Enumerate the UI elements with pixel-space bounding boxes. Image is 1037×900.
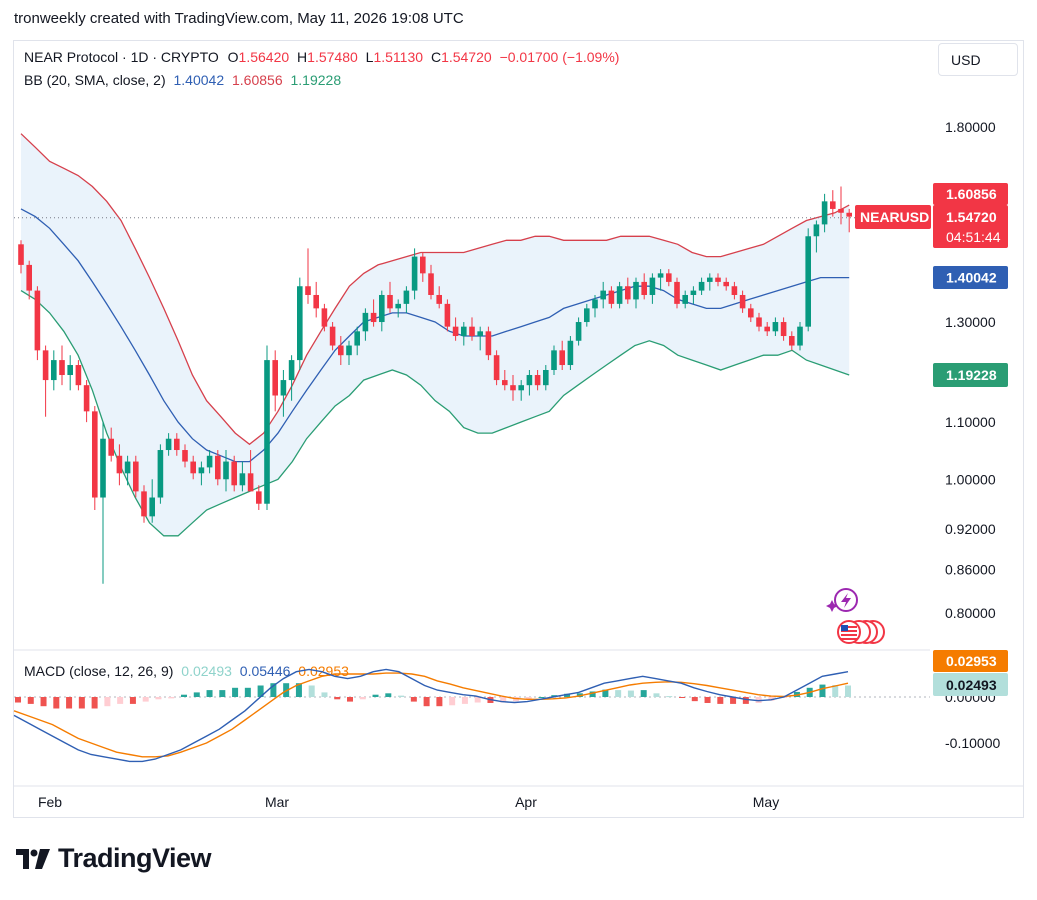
high-value: 1.57480 [307,49,358,65]
chart-frame [13,40,1024,818]
tradingview-logo[interactable]: TradingView [16,843,212,874]
bb-legend: BB (20, SMA, close, 2) 1.40042 1.60856 1… [24,72,341,88]
high-label: H [297,49,308,65]
close-value: 1.54720 [441,49,492,65]
change-value: −0.01700 (−1.09%) [499,49,620,65]
tradingview-logo-icon [16,848,50,869]
macd-signal-value: 0.02953 [298,663,349,679]
low-label: L [365,49,374,65]
price-legend: NEAR Protocol · 1D · CRYPTO O1.56420 H1.… [24,49,619,65]
bb-label[interactable]: BB (20, SMA, close, 2) [24,72,166,88]
bb-upper-value: 1.60856 [232,72,283,88]
macd-line-value: 0.05446 [239,663,291,679]
bb-basis-value: 1.40042 [173,72,225,88]
tradingview-brand: TradingView [58,843,212,873]
currency-label: USD [951,51,981,68]
close-label: C [430,49,442,65]
macd-label[interactable]: MACD (close, 12, 26, 9) [24,663,174,679]
open-label: O [227,49,239,65]
chart-attribution: tronweekly created with TradingView.com,… [14,10,464,27]
open-value: 1.56420 [238,49,290,65]
bb-lower-value: 1.19228 [290,72,342,88]
low-value: 1.51130 [373,49,424,65]
macd-hist-value: 0.02493 [181,663,232,679]
symbol-title[interactable]: NEAR Protocol · 1D · CRYPTO [24,49,219,65]
macd-legend: MACD (close, 12, 26, 9) 0.02493 0.05446 … [24,663,349,679]
currency-button[interactable]: USD [938,43,1018,76]
